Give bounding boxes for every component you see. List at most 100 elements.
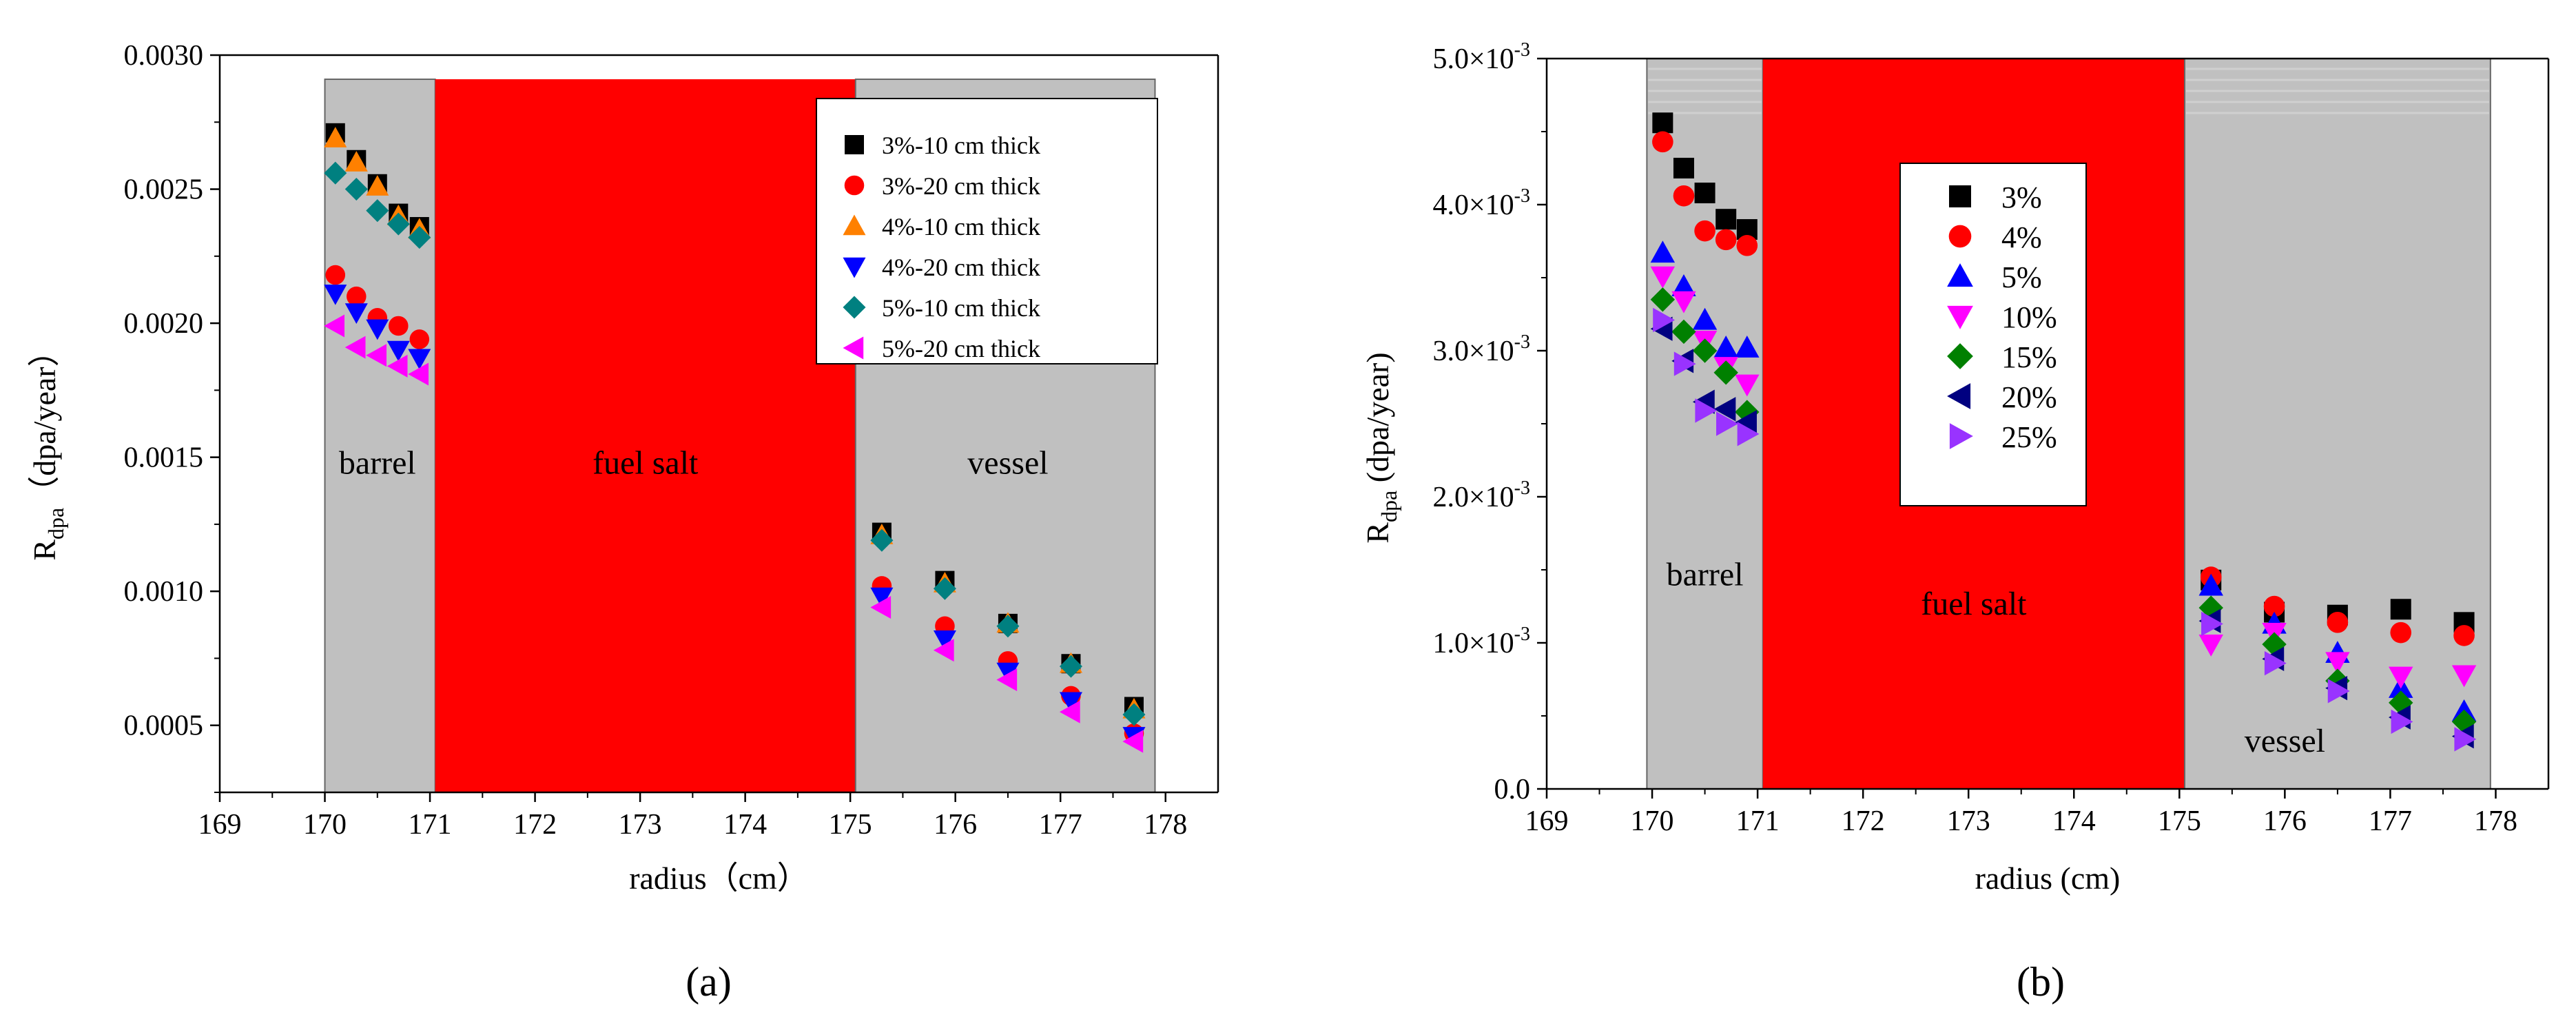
region-label-fuel-salt: fuel salt <box>593 444 699 481</box>
region-label-fuel-salt: fuel salt <box>1921 586 2027 622</box>
legend-label: 5%-20 cm thick <box>882 335 1040 362</box>
x-tick-label: 175 <box>2158 805 2201 837</box>
region-label-barrel: barrel <box>1667 556 1744 593</box>
data-point <box>2198 634 2223 657</box>
legend-marker <box>843 257 866 278</box>
x-tick-label: 171 <box>1736 805 1780 837</box>
data-point <box>324 314 344 338</box>
legend-label: 3%-20 cm thick <box>882 172 1040 200</box>
data-point <box>324 127 347 147</box>
data-point <box>1673 351 1696 376</box>
chart-panel-a: 169 170 171 172 173 174 175 176 177 178 0.0005 0.00… <box>27 40 1219 1005</box>
data-point <box>2201 611 2223 637</box>
data-point <box>996 662 1020 683</box>
legend-marker <box>843 336 864 360</box>
data-point <box>1736 235 1758 256</box>
data-point <box>408 226 431 249</box>
legend-marker <box>1947 305 1973 329</box>
data-point <box>2264 650 2287 676</box>
data-point <box>870 596 892 619</box>
legend-label: 5%-10 cm thick <box>882 294 1040 322</box>
region-label-vessel: vessel <box>2245 723 2325 759</box>
data-point <box>2389 666 2413 689</box>
data-point <box>1692 338 1718 363</box>
y-tick-exponent: -3 <box>1514 624 1530 645</box>
y-tick-label: 0.0015 <box>124 442 204 474</box>
y-tick-label: 0.0030 <box>124 40 204 72</box>
y-tick-exponent: -3 <box>1514 39 1530 61</box>
legend-marker <box>1949 423 1973 449</box>
data-point <box>1652 131 1673 153</box>
legend-label: 5% <box>2001 260 2042 294</box>
series-6 <box>324 314 1144 753</box>
x-tick-label: 177 <box>2369 805 2412 837</box>
data-point <box>1650 287 1676 312</box>
legend-box <box>816 98 1158 364</box>
y-tick-label-text: 0.0020 <box>124 308 204 340</box>
legend-label: 15% <box>2001 340 2057 374</box>
x-tick-label: 169 <box>1525 805 1569 837</box>
data-point <box>344 151 368 172</box>
data-point <box>1715 209 1737 230</box>
y-tick-label-text: 0.0030 <box>124 40 204 72</box>
legend-marker <box>843 296 866 319</box>
x-tick-label: 176 <box>934 809 977 841</box>
x-tick-label: 170 <box>303 809 347 841</box>
data-point <box>387 212 410 236</box>
y-tick-label-text: 0.0025 <box>124 174 204 206</box>
x-tick-label: 172 <box>1842 805 1885 837</box>
y-tick-label: 0.0005 <box>124 710 204 742</box>
data-point <box>870 528 894 552</box>
data-point <box>1650 240 1676 263</box>
data-point <box>1735 374 1760 397</box>
data-point <box>366 344 387 367</box>
y-tick-label-text: 4.0×10 <box>1432 189 1514 221</box>
y-tick-label-text: 0.0 <box>1494 774 1531 805</box>
x-tick-label: 172 <box>513 809 557 841</box>
legend-label: 3% <box>2001 181 2042 214</box>
series-4 <box>1650 266 2477 689</box>
y-tick-label-text: 0.0005 <box>124 710 204 742</box>
data-point <box>1673 185 1695 207</box>
y-axis-label: Rdpa (dpa/year) <box>1360 352 1401 543</box>
legend-label: 4% <box>2001 220 2042 254</box>
y-tick-label: 2.0×10-3 <box>1432 477 1530 513</box>
region-fuel-salt <box>435 79 856 792</box>
data-point <box>1694 220 1715 242</box>
y-axis-label-subscript: dpa <box>43 508 68 539</box>
y-axis-label-unit: （dpa/year） <box>27 335 62 507</box>
data-point <box>1713 360 1738 385</box>
data-point <box>1671 291 1696 313</box>
data-point <box>2453 625 2475 646</box>
data-point <box>366 319 389 340</box>
region-label-vessel: vessel <box>967 444 1048 481</box>
data-point <box>1059 692 1082 713</box>
data-point <box>1059 700 1080 723</box>
data-point <box>1695 398 1718 423</box>
data-point <box>366 199 389 223</box>
data-point <box>2327 679 2350 703</box>
y-tick-label: 0.0025 <box>124 174 204 206</box>
x-tick-label: 178 <box>2474 805 2517 837</box>
data-point <box>408 349 431 370</box>
data-point <box>1650 266 1676 289</box>
y-tick-label-text: 2.0×10 <box>1432 482 1514 513</box>
data-point <box>344 178 368 201</box>
data-point <box>2391 709 2413 734</box>
legend-marker <box>845 135 864 154</box>
series-7 <box>1653 307 2477 752</box>
data-point <box>2325 652 2350 675</box>
y-axis-label-main: R <box>1360 522 1395 544</box>
region-label-barrel: barrel <box>339 444 416 481</box>
series-2 <box>1652 131 2475 646</box>
x-tick-label: 173 <box>619 809 662 841</box>
x-tick-label: 169 <box>198 809 242 841</box>
data-point <box>1735 410 1757 435</box>
data-point <box>1716 411 1738 436</box>
legend-box <box>1899 163 2087 506</box>
y-tick-label: 5.0×10-3 <box>1432 39 1530 75</box>
y-tick-exponent: -3 <box>1514 185 1530 207</box>
y-axis-label-unit: (dpa/year) <box>1360 352 1395 491</box>
y-tick-label-text: 3.0×10 <box>1432 336 1514 367</box>
